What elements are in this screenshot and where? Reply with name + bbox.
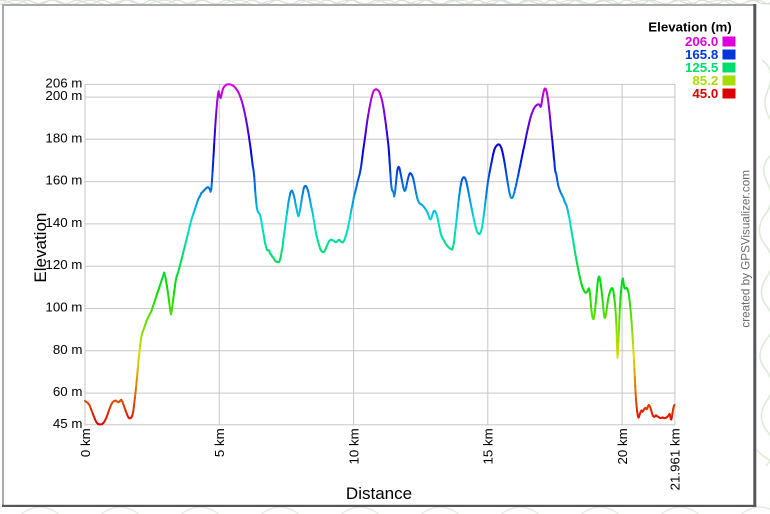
svg-text:160 m: 160 m (45, 173, 82, 188)
svg-text:Elevation: Elevation (31, 213, 50, 283)
svg-text:125.5: 125.5 (685, 60, 719, 75)
svg-text:15 km: 15 km (481, 428, 496, 464)
svg-text:85.2: 85.2 (692, 73, 718, 88)
svg-text:200 m: 200 m (45, 88, 82, 103)
svg-text:0 km: 0 km (78, 428, 93, 457)
svg-text:21.961 km: 21.961 km (668, 428, 683, 490)
svg-text:206.0: 206.0 (685, 34, 718, 49)
svg-text:45.0: 45.0 (692, 86, 718, 101)
svg-text:10 km: 10 km (346, 428, 361, 464)
svg-text:100 m: 100 m (45, 300, 82, 315)
svg-text:80 m: 80 m (53, 342, 83, 357)
svg-text:120 m: 120 m (45, 257, 82, 272)
svg-text:20 km: 20 km (615, 428, 630, 464)
svg-text:5 km: 5 km (212, 428, 227, 457)
svg-text:206 m: 206 m (45, 75, 82, 90)
svg-text:Elevation (m): Elevation (m) (648, 20, 732, 35)
svg-text:60 m: 60 m (53, 384, 83, 399)
svg-text:165.8: 165.8 (685, 47, 718, 62)
svg-text:180 m: 180 m (45, 130, 82, 145)
svg-text:created by GPSVisualizer.com: created by GPSVisualizer.com (740, 170, 753, 328)
svg-text:45 m: 45 m (53, 416, 83, 431)
svg-text:Distance: Distance (346, 484, 412, 503)
svg-text:140 m: 140 m (45, 215, 82, 230)
